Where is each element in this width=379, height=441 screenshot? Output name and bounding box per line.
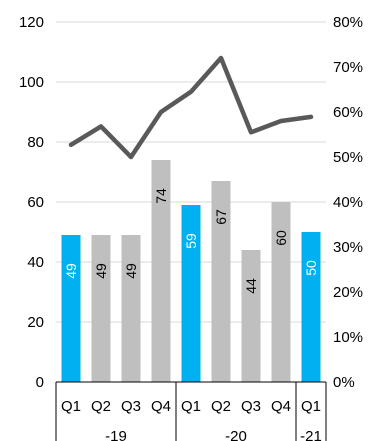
category-axis: Q1 Q2 Q3 Q4 Q1 Q2 Q3 Q4 Q1 -19 -20 -21	[55, 381, 327, 441]
right-tick-label: 60%	[333, 104, 363, 121]
category-label: Q4	[151, 398, 171, 415]
bar-value-label: 67	[213, 209, 229, 225]
right-tick-label: 50%	[333, 149, 363, 166]
right-tick-label: 80%	[333, 14, 363, 31]
left-axis-ticks: 0 20 40 60 80 100 120	[19, 14, 44, 391]
left-tick-label: 120	[19, 14, 44, 31]
group-label: -21	[300, 428, 322, 441]
right-tick-label: 70%	[333, 59, 363, 76]
bar	[91, 235, 111, 382]
left-tick-label: 100	[19, 74, 44, 91]
left-tick-label: 20	[27, 314, 44, 331]
bar-value-label: 49	[123, 263, 139, 279]
line-series	[68, 55, 314, 160]
right-tick-label: 40%	[333, 194, 363, 211]
bar-value-label: 49	[63, 263, 79, 279]
left-tick-label: 40	[27, 254, 44, 271]
category-label: Q1	[301, 398, 321, 415]
bar-value-label: 60	[273, 230, 289, 246]
bar-value-label: 74	[153, 188, 169, 204]
bar	[181, 205, 201, 382]
category-label: Q4	[271, 398, 291, 415]
right-tick-label: 10%	[333, 329, 363, 346]
category-label: Q3	[121, 398, 141, 415]
group-label: -19	[105, 428, 127, 441]
bar	[61, 235, 81, 382]
right-tick-label: 20%	[333, 284, 363, 301]
bar-value-label: 44	[243, 278, 259, 294]
left-tick-label: 60	[27, 194, 44, 211]
category-label: Q2	[211, 398, 231, 415]
bar-value-label: 49	[93, 263, 109, 279]
bar	[241, 250, 261, 382]
left-tick-label: 80	[27, 134, 44, 151]
bar	[301, 232, 321, 382]
right-tick-label: 0%	[333, 374, 355, 391]
bar	[121, 235, 141, 382]
bar-value-label: 59	[183, 233, 199, 249]
left-tick-label: 0	[36, 374, 44, 391]
bar-value-label: 50	[303, 260, 319, 276]
category-label: Q2	[91, 398, 111, 415]
group-label: -20	[225, 428, 247, 441]
right-axis-ticks: 0% 10% 20% 30% 40% 50% 60% 70% 80%	[333, 14, 363, 391]
bar	[211, 181, 231, 382]
category-label: Q1	[181, 398, 201, 415]
bar	[271, 202, 291, 382]
line-path	[68, 55, 314, 160]
bar-series: 49 49 49 74 59 67 44 60 50	[61, 160, 321, 382]
category-label: Q1	[61, 398, 81, 415]
right-tick-label: 30%	[333, 239, 363, 256]
category-label: Q3	[241, 398, 261, 415]
bar	[151, 160, 171, 382]
